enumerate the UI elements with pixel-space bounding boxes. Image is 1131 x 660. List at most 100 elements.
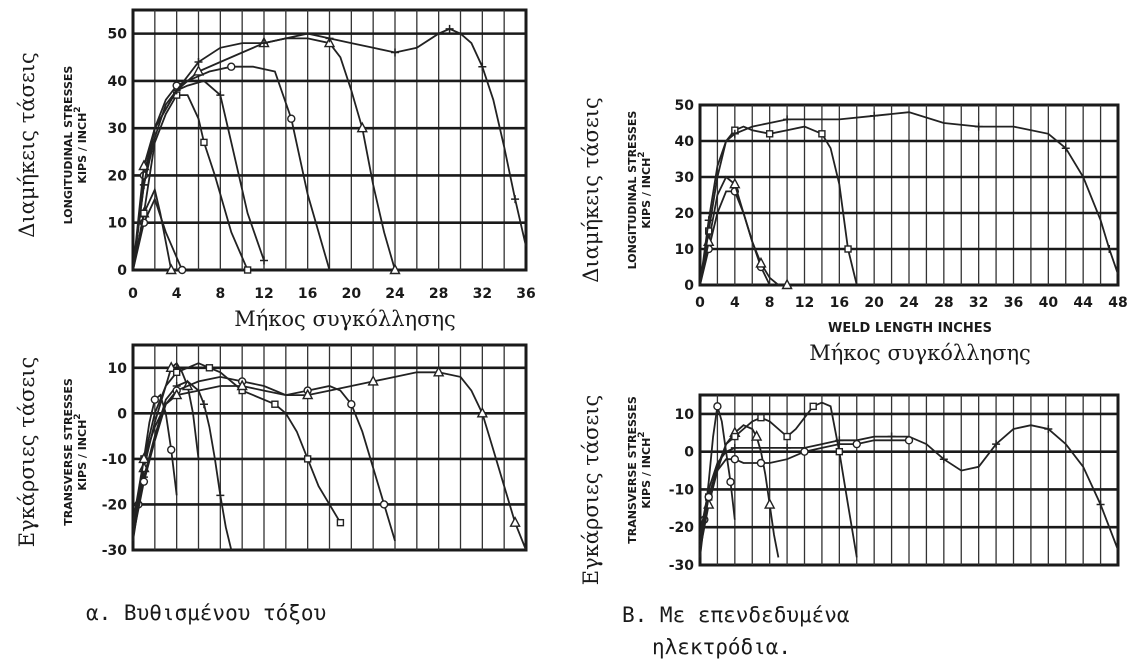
ytick-label: 30	[675, 170, 695, 186]
ytick-label: 0	[684, 445, 694, 461]
ytick-label: 20	[675, 206, 695, 222]
data-point	[302, 388, 314, 400]
xtick-label: 4	[730, 295, 740, 311]
panel-b-long-xtick-labels: 0 4 8 12 16 20 24 28 32 36 40 44 48	[695, 295, 1128, 311]
panel-b-xlabel-en: WELD LENGTH INCHES	[828, 321, 992, 336]
data-point	[755, 256, 767, 268]
ytick-label: 20	[108, 168, 128, 184]
series-line	[132, 79, 265, 271]
panel-a-trans-ylabel-en-2: KIPS / INCH2	[73, 413, 89, 490]
data-point	[325, 34, 334, 43]
xtick-label: 8	[215, 286, 225, 302]
xtick-label: 12	[795, 295, 814, 311]
data-point	[1105, 245, 1114, 253]
xtick-label: 16	[830, 295, 849, 311]
panel-b-trans-ylabel-greek: Εγκάρσιες τάσεις	[579, 395, 603, 585]
ytick-label: 40	[108, 74, 128, 90]
data-point	[852, 439, 861, 449]
data-point	[992, 440, 1001, 449]
panel-b-long-ylabel-en-2: KIPS / INCH2	[637, 151, 653, 228]
series-line	[132, 375, 396, 542]
panel-a-trans-ylabel-en-1: TRANSVERSE STRESSES	[62, 378, 75, 526]
panel-b-long-ylabel-sup: 2	[637, 151, 647, 157]
data-point	[391, 48, 399, 57]
xtick-label: 36	[1004, 295, 1023, 311]
data-point	[844, 245, 852, 253]
ytick-label: 40	[675, 134, 695, 150]
panel-b-long-ylabel-en-2-text: KIPS / INCH	[640, 158, 653, 229]
data-point	[704, 216, 713, 225]
data-point	[367, 374, 379, 386]
panel-a-trans-ytick-labels: -30 -20 -10 0 10	[102, 361, 128, 559]
data-point	[818, 130, 826, 138]
data-point	[904, 436, 914, 445]
panel-b-trans-grid	[700, 395, 1118, 565]
data-point	[171, 388, 183, 400]
ytick-label: 10	[675, 407, 695, 423]
panel-b-long-curves	[699, 111, 1119, 290]
ytick-label: 0	[684, 278, 694, 294]
data-point	[757, 413, 765, 422]
xtick-label: 24	[899, 295, 919, 311]
data-point	[731, 432, 739, 441]
data-point	[939, 455, 948, 464]
data-point	[139, 477, 149, 486]
data-point	[800, 447, 809, 456]
panel-a-transverse: -30 -20 -10 0 10 Εγκάρσιες τάσεις TRANSVERSE…	[15, 343, 528, 559]
data-point	[730, 443, 739, 452]
data-point	[194, 58, 203, 66]
data-point	[167, 445, 176, 454]
data-point	[511, 195, 520, 204]
data-point	[750, 430, 763, 441]
data-point	[433, 365, 445, 377]
data-point	[756, 458, 766, 468]
panel-a-trans-curves	[132, 361, 527, 551]
panel-b-trans-ylabel-sup: 2	[637, 431, 647, 437]
ytick-label: -30	[669, 558, 695, 574]
panel-b-long-ylabel-greek: Διαμήκεις τάσεις	[579, 97, 603, 283]
data-point	[150, 395, 160, 404]
data-point	[1096, 500, 1105, 509]
xtick-label: 16	[298, 286, 317, 302]
data-point	[177, 265, 187, 275]
data-point	[205, 364, 214, 372]
data-point	[509, 516, 521, 527]
data-point	[764, 498, 776, 509]
xtick-label: 40	[1039, 295, 1059, 311]
data-point	[974, 122, 983, 131]
panel-a-long-grid	[133, 10, 526, 270]
panel-a-long-ytick-labels: 0 10 20 30 40 50	[108, 27, 128, 279]
panel-a-trans-ylabel-sup: 2	[73, 413, 83, 419]
panel-a-long-xtick-labels: 0 4 8 12 16 20 24 28 32 36	[128, 286, 536, 302]
xtick-label: 0	[128, 286, 138, 302]
series-line	[699, 401, 858, 558]
data-point	[476, 406, 488, 418]
data-point	[379, 500, 389, 509]
data-point	[445, 24, 454, 33]
data-point	[726, 477, 735, 487]
panel-a-long-ylabel-greek: Διαμήκεις τάσεις	[15, 52, 39, 238]
data-point	[303, 455, 312, 463]
panel-b-long-ytick-labels: 0 10 20 30 40 50	[675, 98, 695, 294]
xtick-label: 48	[1108, 295, 1127, 311]
panel-b-trans-ylabel-en-1: TRANSVERSE STRESSES	[626, 396, 639, 544]
series-line	[699, 439, 909, 543]
panel-a-long-ylabel-en-1: LONGITUDINAL STRESSES	[62, 66, 75, 225]
series-line	[132, 27, 527, 271]
ytick-label: 0	[117, 406, 127, 422]
data-point	[199, 400, 208, 409]
ytick-label: -10	[669, 482, 695, 498]
data-point	[139, 180, 148, 189]
data-point	[227, 62, 236, 71]
panel-b-trans-ytick-labels: -30 -20 -10 0 10	[669, 407, 695, 574]
caption-b-line2: ηλεκτρόδια.	[652, 635, 791, 659]
series-line	[132, 196, 183, 271]
ytick-label: -20	[102, 497, 128, 513]
xtick-label: 36	[516, 286, 535, 302]
panel-a-trans-grid	[133, 345, 526, 550]
data-point	[140, 209, 148, 217]
panel-a-long-curves	[132, 24, 527, 275]
caption-a: α. Βυθισμένου τόξου	[86, 601, 326, 625]
